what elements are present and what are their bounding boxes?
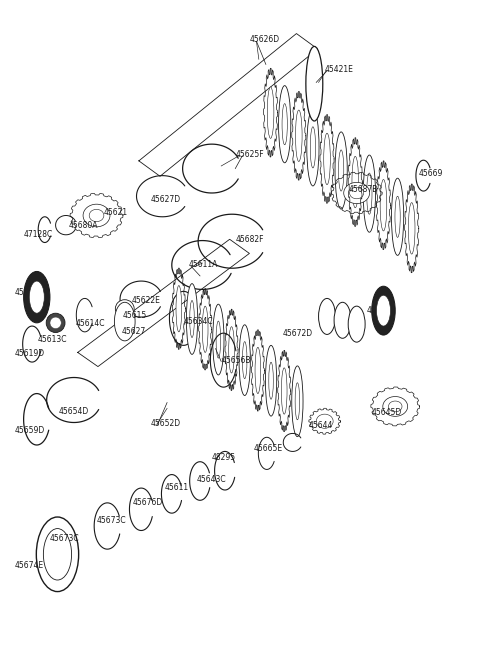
Ellipse shape [83, 204, 110, 227]
Ellipse shape [114, 302, 135, 341]
Ellipse shape [29, 281, 44, 313]
Text: 45682F: 45682F [235, 236, 264, 245]
Ellipse shape [36, 517, 79, 592]
Ellipse shape [265, 345, 276, 416]
Text: 45669: 45669 [419, 169, 443, 178]
Ellipse shape [392, 178, 404, 255]
Text: 45680A: 45680A [68, 220, 98, 230]
Text: 45621: 45621 [104, 208, 128, 216]
Ellipse shape [269, 362, 273, 400]
Text: 45626D: 45626D [250, 35, 279, 45]
Text: 45634C: 45634C [183, 317, 213, 326]
Ellipse shape [267, 87, 274, 138]
Ellipse shape [408, 203, 415, 254]
Ellipse shape [383, 396, 408, 417]
Ellipse shape [319, 298, 336, 335]
Ellipse shape [367, 173, 372, 215]
Ellipse shape [46, 313, 65, 333]
Text: 45421E: 45421E [324, 65, 354, 74]
Text: 45687B: 45687B [348, 185, 378, 194]
Ellipse shape [348, 306, 365, 342]
Text: 45667B: 45667B [367, 306, 396, 315]
Text: 45672D: 45672D [282, 329, 312, 338]
Text: 45645D: 45645D [372, 409, 402, 417]
Ellipse shape [334, 302, 351, 338]
Text: 45673C: 45673C [96, 516, 126, 525]
Ellipse shape [310, 127, 315, 168]
Ellipse shape [50, 317, 61, 329]
Ellipse shape [239, 325, 251, 396]
Ellipse shape [278, 86, 291, 163]
Text: 45656B: 45656B [222, 356, 252, 365]
Ellipse shape [344, 182, 370, 203]
Ellipse shape [349, 187, 364, 199]
Ellipse shape [372, 286, 395, 335]
Ellipse shape [213, 304, 224, 375]
Text: 45627: 45627 [121, 327, 146, 336]
Ellipse shape [203, 306, 208, 352]
Ellipse shape [295, 382, 300, 420]
Ellipse shape [395, 196, 400, 237]
Text: 45654D: 45654D [59, 407, 89, 416]
Text: 45614C: 45614C [75, 319, 105, 328]
Text: 45611A: 45611A [188, 260, 217, 270]
Text: 45674E: 45674E [14, 562, 43, 570]
Ellipse shape [296, 110, 302, 161]
Ellipse shape [338, 150, 344, 191]
Ellipse shape [292, 366, 303, 437]
Ellipse shape [89, 209, 104, 222]
Text: 48295: 48295 [212, 453, 236, 462]
Text: 45611: 45611 [165, 483, 189, 492]
Ellipse shape [255, 347, 261, 394]
Ellipse shape [176, 285, 181, 332]
Ellipse shape [186, 283, 198, 354]
Ellipse shape [388, 401, 402, 412]
Text: 45619D: 45619D [14, 349, 44, 358]
Ellipse shape [115, 300, 134, 318]
Ellipse shape [216, 321, 221, 358]
Text: 45665E: 45665E [254, 444, 283, 453]
Ellipse shape [242, 342, 247, 379]
Ellipse shape [24, 272, 50, 323]
Text: 45625F: 45625F [235, 150, 264, 159]
Ellipse shape [43, 529, 72, 580]
Text: 45615: 45615 [122, 311, 147, 319]
Ellipse shape [307, 109, 319, 186]
Text: 45627D: 45627D [151, 195, 181, 204]
Text: 45617C: 45617C [14, 288, 44, 297]
Text: 45652D: 45652D [151, 419, 181, 428]
Ellipse shape [190, 300, 194, 338]
Text: 45643C: 45643C [197, 474, 227, 483]
Text: 45676D: 45676D [133, 499, 163, 507]
Ellipse shape [380, 180, 387, 231]
Text: 45622E: 45622E [132, 296, 161, 305]
Ellipse shape [352, 156, 359, 208]
Ellipse shape [324, 133, 330, 184]
Ellipse shape [228, 327, 234, 373]
Text: 45659D: 45659D [14, 426, 45, 436]
Text: 45613C: 45613C [38, 335, 67, 344]
Ellipse shape [316, 414, 333, 428]
Ellipse shape [282, 104, 288, 145]
Text: 45673C: 45673C [49, 535, 79, 543]
Ellipse shape [363, 155, 375, 232]
Text: 45644: 45644 [308, 421, 333, 430]
Ellipse shape [376, 295, 391, 326]
Ellipse shape [281, 368, 287, 414]
Text: 47128C: 47128C [24, 230, 53, 239]
Ellipse shape [306, 47, 323, 121]
Ellipse shape [335, 132, 347, 209]
